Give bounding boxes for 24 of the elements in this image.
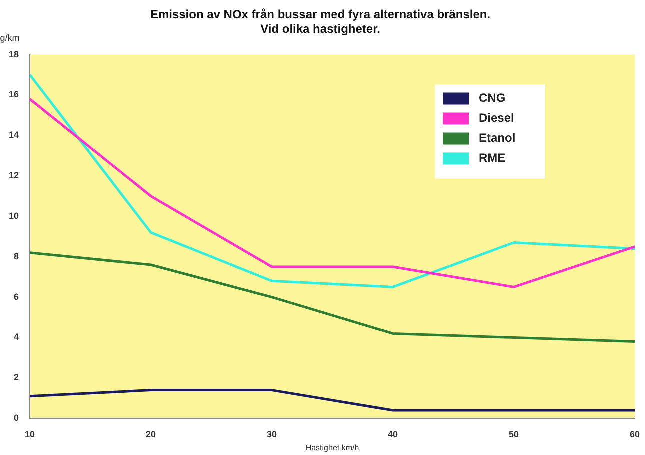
y-tick-label: 14 — [8, 130, 20, 140]
legend-label: RME — [479, 151, 506, 166]
x-tick-label: 10 — [25, 429, 36, 440]
y-axis-title: g/km — [0, 32, 20, 43]
y-tick-label: 6 — [14, 292, 20, 302]
y-tick-label: 16 — [8, 90, 20, 100]
y-tick-label: 2 — [14, 372, 20, 383]
legend-label: Diesel — [479, 111, 514, 126]
x-tick-label: 50 — [508, 429, 520, 440]
text: Vid olika hastigheter. — [260, 22, 380, 36]
legend-label: CNG — [479, 91, 506, 106]
x-tick-label: 30 — [267, 429, 278, 440]
text: Emission av NOx från bussar med fyra alternativa bränslen. — [150, 8, 491, 22]
y-tick-label: 4 — [14, 332, 20, 342]
legend-label: Etanol — [479, 131, 516, 146]
x-tick-label: 60 — [630, 429, 640, 440]
y-tick-label: 12 — [8, 170, 20, 181]
y-tick-label: 18 — [8, 49, 20, 60]
x-tick-label: 20 — [146, 429, 156, 440]
y-tick-label: 0 — [14, 413, 20, 424]
y-tick-label: 8 — [14, 251, 20, 262]
x-tick-label: 40 — [388, 429, 398, 440]
x-axis-title: Hastighet km/h — [306, 443, 360, 452]
y-tick-label: 10 — [8, 210, 20, 221]
